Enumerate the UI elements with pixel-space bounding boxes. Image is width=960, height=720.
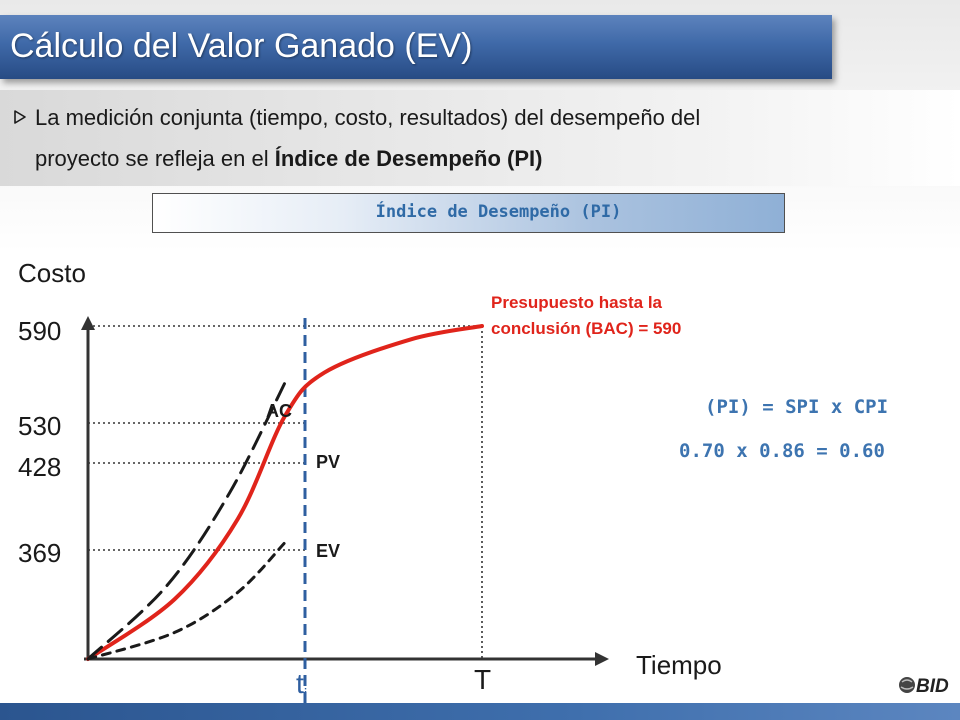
bid-logo: BID [899, 676, 949, 697]
bullet-text-line2: proyecto se refleja en el Índice de Dese… [35, 146, 542, 172]
y-tick-label: 369 [18, 538, 62, 568]
x-marker-ti-main: t [296, 668, 304, 699]
x-marker-ti: ti [296, 668, 307, 705]
series-label-ac: AC [266, 401, 292, 421]
formula-line1: (PI) = SPI x CPI [705, 396, 889, 418]
bac-note-line1: Presupuesto hasta la [491, 293, 663, 312]
bullet-text-line2-prefix: proyecto se refleja en el [35, 146, 275, 171]
y-tick-label: 428 [18, 452, 62, 482]
series-line-ev [86, 541, 287, 661]
bac-note: Presupuesto hasta la conclusión (BAC) = … [491, 290, 681, 342]
series-line-ac [86, 381, 287, 661]
x-marker-t: T [474, 664, 492, 695]
series-label-ev: EV [316, 541, 341, 561]
formula-line2: 0.70 x 0.86 = 0.60 [679, 440, 885, 462]
y-tick-label: 530 [18, 411, 62, 441]
bullet-text-line2-bold: Índice de Desempeño (PI) [274, 146, 543, 171]
title-bar: Cálculo del Valor Ganado (EV) [0, 15, 832, 79]
x-marker-ti-sub: i [303, 686, 308, 704]
bullet-arrow-icon [14, 110, 26, 124]
bullet-text-line1: La medición conjunta (tiempo, costo, res… [35, 105, 701, 130]
footer-bar [0, 703, 960, 720]
logo-text: BID [916, 676, 949, 697]
pi-box: Índice de Desempeño (PI) [152, 193, 785, 233]
y-tick-label: 590 [18, 316, 62, 346]
x-axis-arrowhead [595, 652, 609, 666]
bullet-band [0, 90, 960, 186]
pi-box-label: Índice de Desempeño (PI) [375, 202, 622, 222]
series-line-pv [86, 324, 484, 661]
series-label-pv: PV [316, 452, 341, 472]
y-axis-title: Costo [18, 258, 86, 288]
slide-title: Cálculo del Valor Ganado (EV) [10, 27, 473, 65]
y-axis-arrowhead [81, 316, 95, 330]
bac-note-line2: conclusión (BAC) = 590 [491, 319, 682, 338]
x-axis-title: Tiempo [636, 650, 722, 680]
